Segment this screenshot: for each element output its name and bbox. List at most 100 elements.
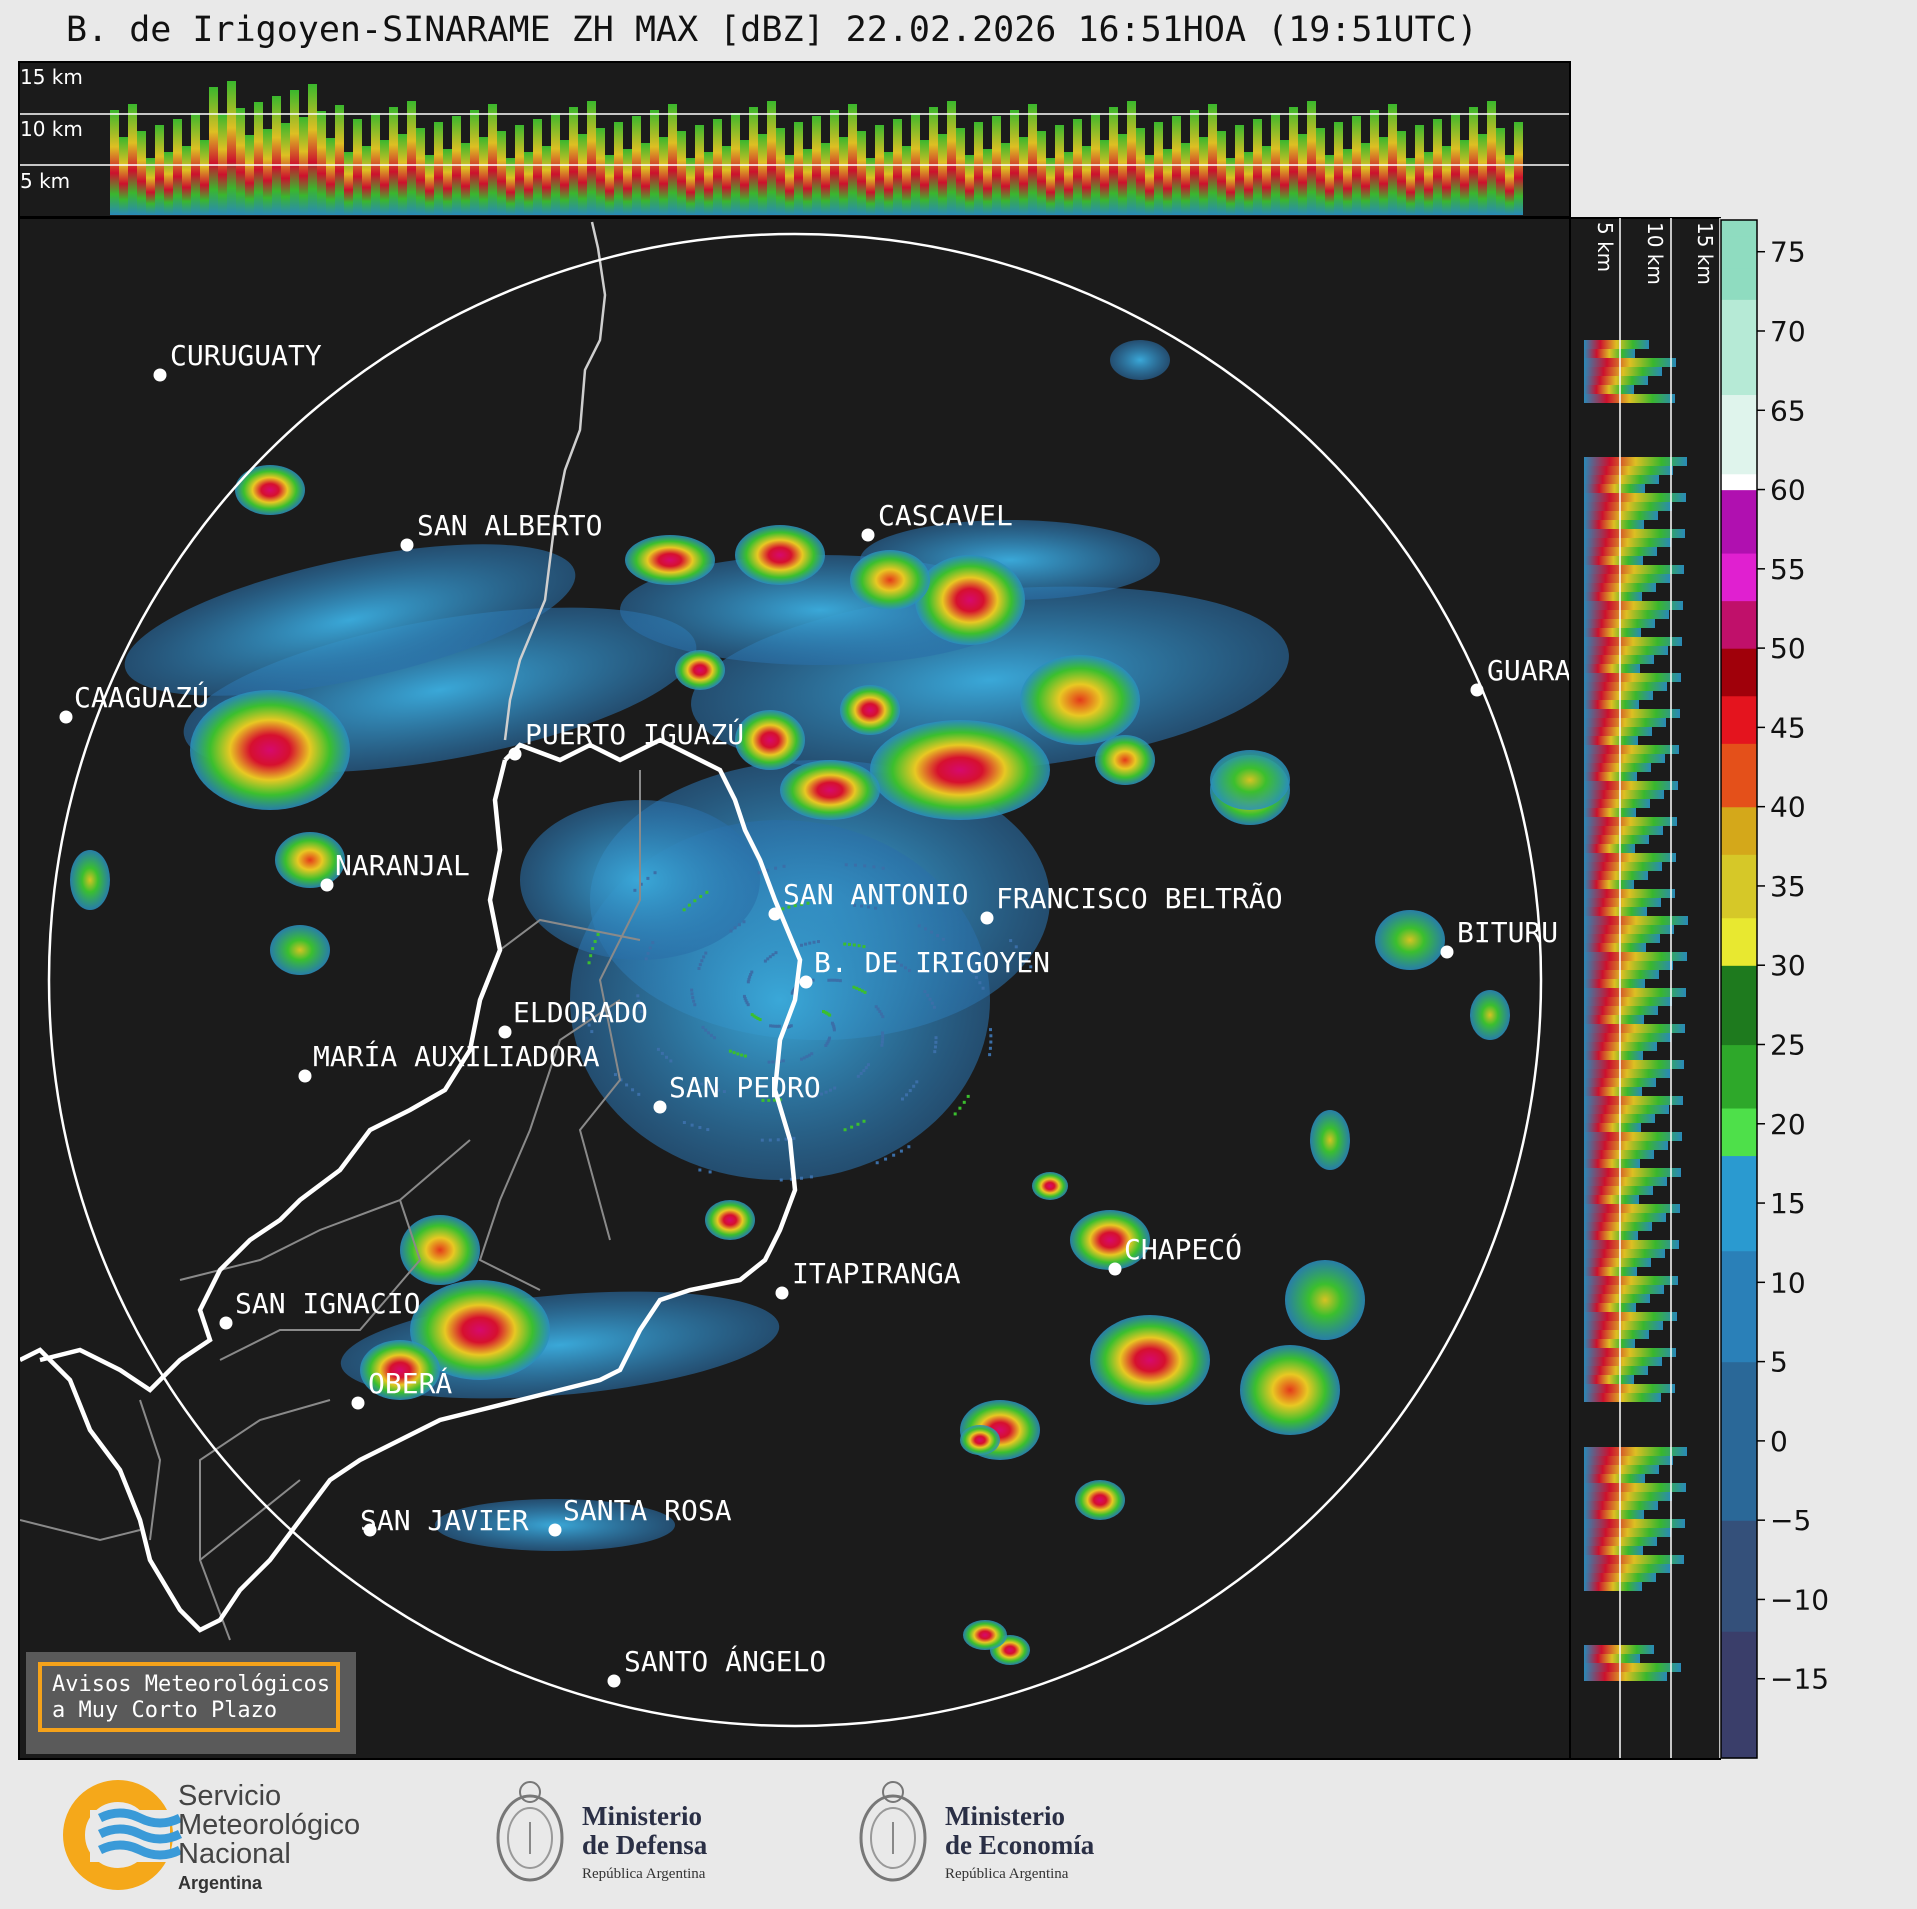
- echo-speckle: [932, 1005, 936, 1009]
- echo-speckle: [820, 1092, 824, 1096]
- side-profile-row: [1584, 502, 1672, 511]
- colorbar-swatch: [1721, 235, 1757, 253]
- top-profile-column: [1316, 128, 1325, 215]
- echo-speckle: [830, 978, 834, 982]
- echo-speckle: [728, 1049, 732, 1053]
- echo-speckle: [807, 1053, 811, 1057]
- side-profile-row: [1584, 493, 1686, 502]
- top-profile-column: [479, 137, 488, 215]
- top-profile-column: [974, 122, 983, 215]
- top-label-10km: 10 km: [20, 117, 83, 141]
- echo-speckle: [705, 890, 709, 894]
- map-title: B. de Irigoyen-SINARAME ZH MAX [dBZ] 22.…: [66, 10, 1478, 50]
- side-profile-row: [1584, 1582, 1642, 1591]
- city-dot: [1108, 1262, 1122, 1276]
- economia-line1: Ministerio: [945, 1801, 1065, 1831]
- city-label: CASCAVEL: [878, 499, 1013, 532]
- colorbar-swatch: [1721, 790, 1757, 808]
- echo-speckle: [847, 942, 851, 946]
- colorbar-swatch: [1721, 299, 1757, 316]
- colorbar-swatch: [1721, 1218, 1757, 1236]
- city-dot: [653, 1100, 667, 1114]
- colorbar-swatch: [1721, 1377, 1757, 1394]
- echo-speckle: [823, 1010, 827, 1014]
- top-profile-column: [1262, 146, 1271, 215]
- colorbar-swatch: [1721, 965, 1757, 982]
- echo-speckle: [831, 1023, 835, 1027]
- side-profile-row: [1584, 1330, 1649, 1339]
- top-profile-column: [794, 122, 803, 215]
- international-border: [20, 737, 803, 1633]
- city-label: ITAPIRANGA: [792, 1257, 961, 1290]
- echo-speckle: [589, 954, 593, 958]
- echo-speckle: [966, 1094, 970, 1098]
- echo-speckle: [793, 904, 797, 908]
- colorbar-swatch: [1721, 648, 1757, 665]
- colorbar-swatch: [1721, 584, 1757, 602]
- colorbar-swatch: [1721, 1203, 1757, 1220]
- top-profile-column: [1487, 101, 1496, 215]
- colorbar-swatch: [1721, 521, 1757, 538]
- echo-speckle: [981, 986, 985, 990]
- echo-speckle: [899, 1149, 903, 1153]
- colorbar-swatch: [1721, 1393, 1757, 1410]
- echo-speckle: [690, 988, 694, 992]
- echo-speckle: [843, 1128, 847, 1132]
- echo-cell: [850, 550, 930, 610]
- colorbar-swatch: [1721, 394, 1757, 411]
- echo-speckle: [971, 970, 975, 974]
- colorbar-tick-label: 0: [1770, 1425, 1788, 1458]
- top-profile-column: [209, 87, 218, 215]
- echo-speckle: [923, 990, 927, 994]
- echo-speckle: [828, 1036, 832, 1040]
- echo-speckle: [693, 899, 697, 903]
- echo-speckle: [800, 943, 803, 947]
- side-profile-row: [1584, 1015, 1644, 1024]
- echo-cell: [1240, 1345, 1340, 1435]
- colorbar-swatch: [1721, 457, 1757, 475]
- colorbar-swatch: [1721, 901, 1757, 919]
- city-label: SAN IGNACIO: [235, 1287, 420, 1320]
- echo-speckle: [852, 943, 856, 947]
- echo-speckle: [646, 876, 650, 880]
- echo-speckle: [782, 864, 786, 868]
- side-profile-row: [1584, 979, 1645, 988]
- echo-cell: [1310, 1110, 1350, 1170]
- top-profile-column: [1055, 125, 1064, 215]
- echo-speckle: [835, 978, 839, 982]
- colorbar-swatch: [1721, 981, 1757, 998]
- echo-speckle: [711, 1086, 715, 1090]
- echo-speckle: [639, 882, 643, 886]
- colorbar-swatch: [1721, 1742, 1757, 1759]
- echo-speckle: [862, 945, 866, 949]
- echo-speckle: [832, 1024, 836, 1028]
- echo-speckle: [660, 1051, 664, 1055]
- top-profile-column: [965, 155, 974, 215]
- echo-speckle: [936, 934, 940, 938]
- echo-speckle: [860, 989, 864, 993]
- echo-speckle: [750, 1013, 754, 1017]
- echo-speckle: [812, 940, 816, 944]
- side-profile-row: [1584, 358, 1676, 367]
- side-profile-row: [1584, 1159, 1640, 1168]
- city-label: CURUGUATY: [170, 339, 322, 372]
- echo-speckle: [828, 1088, 832, 1092]
- smn-line4: Argentina: [178, 1873, 263, 1893]
- side-profile-row: [1584, 1096, 1683, 1105]
- echo-speckle: [752, 1014, 756, 1018]
- colorbar-swatch: [1721, 1662, 1757, 1680]
- side-profile-row: [1584, 646, 1668, 655]
- echo-cell: [1020, 655, 1140, 745]
- top-profile-column: [1280, 140, 1289, 215]
- top-profile-column: [389, 107, 398, 215]
- side-profile-row: [1584, 1186, 1653, 1195]
- side-profile-row: [1584, 1123, 1641, 1132]
- echo-speckle: [701, 1025, 705, 1029]
- echo-speckle: [857, 944, 861, 948]
- colorbar-swatch: [1721, 1409, 1757, 1426]
- echo-speckle: [637, 1092, 641, 1096]
- top-profile-column: [137, 131, 146, 215]
- smn-line1: Servicio: [178, 1780, 282, 1812]
- warning-box[interactable]: Avisos Meteorológicos a Muy Corto Plazo: [38, 1662, 340, 1732]
- top-profile-column: [839, 137, 848, 215]
